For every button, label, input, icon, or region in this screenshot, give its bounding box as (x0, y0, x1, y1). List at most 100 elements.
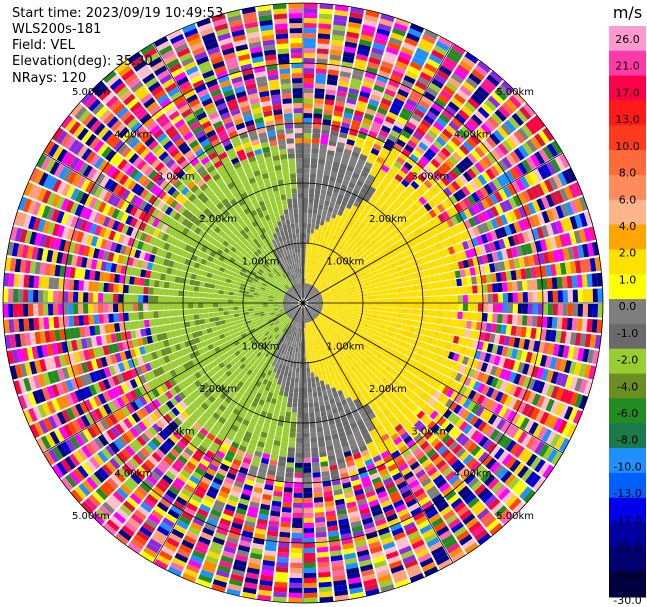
gate-cell (167, 353, 175, 362)
gate-cell (302, 308, 303, 313)
gate-cell (355, 544, 369, 553)
gate-cell (349, 318, 356, 323)
gate-cell (462, 424, 473, 435)
gate-cell (218, 362, 226, 369)
gate-cell (428, 106, 441, 117)
gate-cell (365, 331, 372, 337)
gate-cell (224, 476, 235, 485)
gate-cell (448, 440, 459, 451)
gate-cell (348, 160, 357, 168)
gate-cell (308, 392, 313, 398)
gate-cell (319, 288, 324, 292)
gate-cell (430, 158, 441, 169)
gate-cell (277, 551, 289, 558)
gate-cell (357, 303, 363, 306)
gate-cell (424, 133, 435, 144)
gate-cell (332, 299, 338, 302)
gate-cell (335, 313, 341, 318)
gate-cell (395, 60, 408, 70)
gate-cell (447, 351, 455, 360)
gate-cell (116, 487, 129, 500)
gate-cell (186, 385, 194, 394)
gate-cell (312, 314, 317, 319)
gate-cell (392, 27, 406, 37)
gate-cell (342, 332, 348, 338)
gate-cell (310, 293, 316, 298)
gate-cell (204, 522, 217, 532)
gate-cell (453, 526, 467, 538)
gate-cell (544, 179, 554, 193)
gate-cell (216, 339, 223, 346)
gate-cell (335, 452, 344, 460)
gate-cell (504, 119, 517, 133)
gate-cell (317, 304, 323, 307)
gate-cell (364, 526, 377, 535)
gate-cell (336, 312, 342, 316)
gate-cell (353, 333, 360, 339)
gate-cell (512, 91, 526, 105)
gate-cell (190, 374, 198, 382)
gate-cell (290, 308, 295, 312)
gate-cell (428, 541, 443, 552)
gate-cell (443, 264, 450, 273)
gate-cell (279, 410, 286, 417)
gate-cell (303, 233, 307, 239)
gate-cell (65, 379, 74, 392)
gate-cell (119, 351, 127, 362)
gate-cell (584, 333, 592, 348)
gate-cell (401, 263, 408, 271)
gate-cell (311, 462, 320, 468)
gate-cell (396, 373, 404, 382)
gate-cell (330, 371, 336, 378)
gate-cell (500, 173, 511, 185)
gate-cell (272, 495, 282, 502)
gate-cell (409, 153, 419, 163)
gate-cell (428, 360, 436, 369)
gate-cell (465, 412, 475, 423)
gate-cell (542, 446, 554, 461)
gate-cell (507, 303, 513, 314)
gate-cell (303, 487, 313, 493)
gate-cell (373, 437, 383, 446)
gate-cell (420, 382, 429, 391)
gate-cell (539, 354, 548, 367)
gate-cell (481, 222, 490, 233)
gate-cell (194, 545, 208, 555)
gate-cell (415, 47, 430, 58)
gate-cell (307, 304, 313, 307)
gate-cell (559, 359, 567, 372)
gate-cell (536, 395, 546, 408)
gate-cell (303, 158, 311, 164)
gate-cell (372, 42, 386, 51)
gate-cell (201, 499, 213, 509)
gate-cell (386, 441, 396, 450)
gate-cell (546, 384, 555, 398)
gate-cell (475, 275, 482, 285)
gate-cell (330, 313, 336, 318)
gate-cell (385, 412, 394, 420)
gate-cell (380, 333, 387, 340)
gate-cell (366, 356, 373, 363)
gate-cell (367, 310, 373, 314)
gate-cell (363, 278, 370, 283)
gate-cell (403, 269, 410, 276)
gate-cell (517, 162, 528, 175)
gate-cell (427, 176, 437, 186)
gate-cell (333, 380, 340, 387)
gate-cell (326, 373, 332, 379)
gate-cell (269, 322, 275, 327)
gate-cell (255, 317, 261, 321)
gate-cell (544, 237, 553, 251)
gate-cell (352, 305, 358, 309)
gate-cell (412, 368, 420, 377)
gate-cell (483, 78, 497, 91)
gate-cell (332, 294, 338, 297)
gate-cell (329, 545, 342, 552)
gate-cell (322, 390, 328, 396)
gate-cell (262, 405, 269, 413)
gate-cell (390, 32, 405, 42)
gate-cell (270, 313, 276, 318)
gate-cell (337, 220, 344, 228)
gate-cell (422, 303, 429, 310)
